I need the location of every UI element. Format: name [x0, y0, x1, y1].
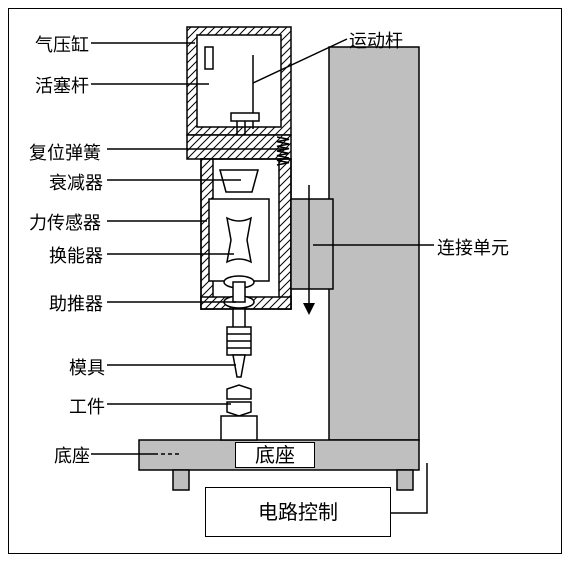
- label-workpiece: 工件: [69, 393, 105, 419]
- label-base-left: 底座: [54, 442, 90, 468]
- base-center-label: 底座: [235, 442, 315, 468]
- circuit-control-box: 电路控制: [205, 487, 391, 537]
- label-booster: 助推器: [49, 290, 103, 316]
- base-center-text: 底座: [255, 445, 295, 467]
- label-return-spring: 复位弹簧: [29, 139, 101, 165]
- diagram-svg: [9, 9, 563, 555]
- label-force-sensor: 力传感器: [29, 209, 101, 235]
- diagram-frame: 气压缸 运动杆 活塞杆 复位弹簧 衰减器 力传感器 换能器 助推器 模具 工件 …: [8, 8, 562, 554]
- label-attenuator: 衰减器: [49, 169, 103, 195]
- label-connection-unit: 连接单元: [437, 234, 509, 260]
- label-transducer: 换能器: [49, 242, 103, 268]
- label-motion-rod: 运动杆: [349, 27, 403, 53]
- circuit-control-text: 电路控制: [258, 502, 338, 524]
- label-pneumatic-cylinder: 气压缸: [35, 31, 89, 57]
- label-piston-rod: 活塞杆: [35, 72, 89, 98]
- label-die: 模具: [69, 354, 105, 380]
